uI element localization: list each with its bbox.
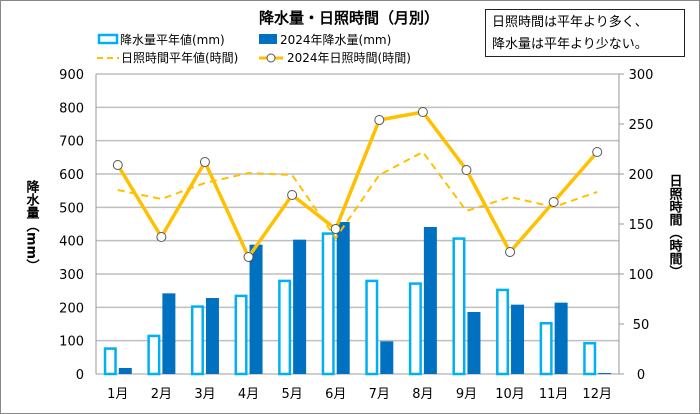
legend-marker [266, 53, 276, 63]
legend-swatch-normal-rain [97, 33, 119, 45]
bar-2024 [598, 373, 612, 374]
y-axis-label: 降水量（mm） [24, 179, 41, 272]
y-tick-label: 900 [59, 68, 84, 83]
x-tick-label: 9月 [456, 387, 477, 402]
y-tick-label: 600 [59, 168, 84, 183]
y-tick-label: 300 [59, 268, 84, 283]
point-sunshine-2024 [461, 165, 472, 175]
x-tick-label: 2月 [151, 387, 172, 402]
bar-2024 [336, 222, 350, 374]
bar-normal [365, 279, 379, 376]
y-tick-label: 700 [59, 135, 84, 150]
x-tick-label: 8月 [412, 387, 433, 402]
y2-tick-label: 50 [633, 318, 650, 333]
point-sunshine-2024 [592, 147, 603, 157]
bar-normal [583, 342, 597, 376]
y2-tick-label: 300 [629, 68, 654, 83]
bar-2024 [554, 302, 568, 374]
point-sunshine-2024 [417, 107, 428, 117]
legend-swatch-2024-rain [259, 34, 277, 44]
y-tick-label: 0 [76, 368, 84, 383]
legend-label: 日照時間平年値(時間) [121, 50, 238, 65]
point-sunshine-2024 [505, 247, 516, 257]
y2-axis-label: 日照時間（時間） [667, 174, 684, 278]
chart-title: 降水量・日照時間（月別） [259, 9, 439, 27]
bar-2024 [162, 293, 176, 374]
bar-normal [278, 279, 292, 376]
point-sunshine-2024 [548, 197, 559, 207]
bar-normal [408, 282, 422, 376]
line-sunshine-normal [117, 150, 598, 240]
x-tick-label: 7月 [369, 387, 390, 402]
bar-2024 [511, 304, 525, 374]
y-tick-label: 500 [59, 201, 84, 216]
x-tick-label: 4月 [238, 387, 259, 402]
point-sunshine-2024 [199, 157, 210, 167]
bar-normal [190, 305, 204, 376]
y-tick-label: 100 [59, 335, 84, 350]
point-sunshine-2024 [330, 224, 341, 234]
bar-2024 [205, 298, 219, 374]
legend-label: 2024年日照時間(時間) [287, 51, 411, 65]
y2-tick-label: 100 [629, 268, 654, 283]
bar-2024 [249, 244, 263, 374]
y2-tick-label: 200 [629, 168, 654, 183]
line-sunshine-2024 [116, 110, 599, 261]
annotation-line: 日照時間は平年より多く、 [492, 15, 648, 30]
x-tick-label: 5月 [281, 387, 302, 402]
bar-2024 [467, 312, 481, 374]
annotation-line: 降水量は平年より少ない。 [492, 37, 648, 52]
x-tick-label: 6月 [325, 387, 346, 402]
bar-normal [539, 322, 553, 376]
x-tick-label: 3月 [194, 387, 215, 402]
bar-2024 [118, 368, 132, 374]
x-tick-label: 1月 [107, 387, 128, 402]
y-tick-label: 400 [59, 235, 84, 250]
point-sunshine-2024 [243, 252, 254, 262]
bar-2024 [380, 341, 394, 374]
y-tick-label: 200 [59, 301, 84, 316]
point-sunshine-2024 [287, 190, 298, 200]
x-tick-label: 11月 [539, 387, 569, 402]
y-tick-label: 800 [59, 101, 84, 116]
bar-normal [234, 294, 248, 376]
point-sunshine-2024 [112, 160, 123, 170]
y2-tick-label: 0 [637, 368, 645, 383]
bar-normal [452, 237, 466, 376]
annotation-box: 日照時間は平年より多く、 降水量は平年より少ない。 [485, 9, 685, 57]
legend-label: 降水量平年値(mm) [120, 32, 225, 47]
legend-label: 2024年降水量(mm) [280, 33, 391, 47]
bar-normal [496, 288, 510, 376]
bar-normal [147, 334, 161, 376]
point-sunshine-2024 [374, 115, 385, 125]
point-sunshine-2024 [156, 232, 167, 242]
bar-normal [321, 232, 335, 376]
y2-tick-label: 150 [629, 218, 654, 233]
y2-tick-label: 250 [629, 118, 654, 133]
x-tick-label: 12月 [582, 387, 612, 402]
bar-normal [103, 347, 117, 376]
x-tick-label: 10月 [495, 387, 525, 402]
bar-2024 [423, 227, 437, 374]
bar-2024 [293, 239, 307, 374]
